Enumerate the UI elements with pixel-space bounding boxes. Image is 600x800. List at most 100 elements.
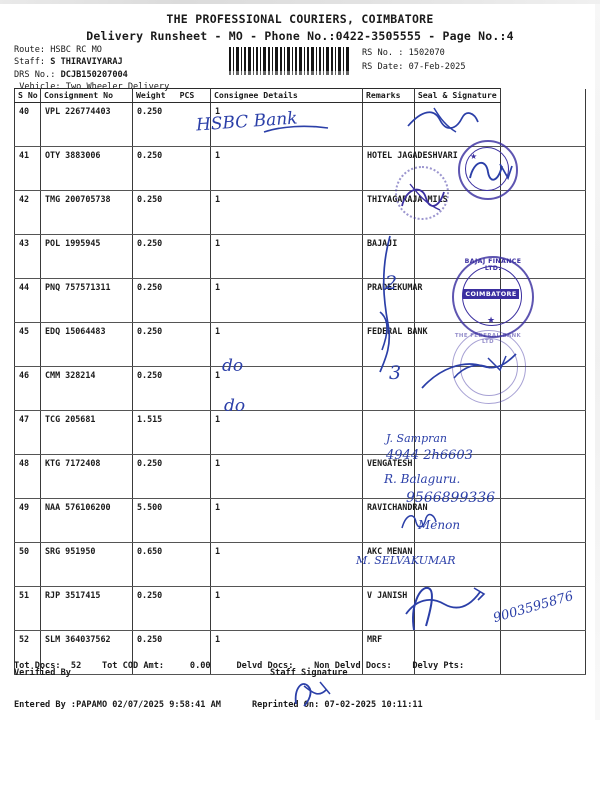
cell-remarks [414, 586, 501, 631]
cell-sno: 49 [14, 498, 41, 543]
cell-sno: 50 [14, 542, 41, 587]
cell-pcs: 1 [210, 102, 363, 147]
vehicle-field: Vehicle: Two Wheeler Delivery [14, 81, 169, 93]
cell-remarks [414, 366, 501, 411]
table-row: 42 TMG 200705738 0.250 1 THIYAGARAJA MILS [14, 190, 586, 235]
col-header-weight: Weight PCS [132, 88, 211, 103]
cell-consignment: NAA 576106200 [40, 498, 133, 543]
table-row: 47 TCG 205681 1.515 1 [14, 410, 586, 455]
table-row: 43 POL 1995945 0.250 1 BAJAJI [14, 234, 586, 279]
cell-pcs: 1 [210, 410, 363, 455]
cell-consignee [362, 102, 415, 147]
cell-seal [499, 630, 586, 675]
drs-field: DRS No.: DCJB150207004 [14, 69, 169, 81]
rs-no-value: 1502070 [408, 48, 445, 58]
header-left-fields: Route: HSBC RC MO Staff: S THIRAVIYARAJ … [14, 44, 169, 94]
cell-pcs: 1 [210, 498, 363, 543]
cell-consignee: HOTEL JAGADESHVARI [362, 146, 458, 191]
table-row: 50 SRG 951950 0.650 1 AKC MENAN [14, 542, 586, 587]
cell-pcs: 1 [210, 234, 363, 279]
col-header-weight-label: Weight [136, 90, 166, 100]
scan-edge-top [0, 0, 600, 4]
cell-pcs: 1 [210, 190, 363, 235]
route-field: Route: HSBC RC MO [14, 44, 169, 56]
staff-field: Staff: S THIRAVIYARAJ [14, 56, 169, 68]
cell-pcs: 1 [210, 454, 363, 499]
cell-consignee: V JANISH [362, 586, 415, 631]
header-info-block: Route: HSBC RC MO Staff: S THIRAVIYARAJ … [0, 44, 600, 96]
cell-pcs: 1 [210, 278, 363, 323]
route-value: HSBC RC MO [50, 45, 102, 55]
drs-label: DRS No.: [14, 69, 56, 80]
table-row: 44 PNQ 757571311 0.250 1 PRADEEKUMAR [14, 278, 586, 323]
runsheet-subtitle: Delivery Runsheet - MO - Phone No.:0422-… [86, 29, 514, 43]
header-right-fields: RS No. : 1502070 RS Date: 07-Feb-2025 [362, 47, 466, 74]
drs-value: DCJB150207004 [60, 69, 128, 80]
cell-seal [499, 278, 586, 323]
cell-consignment: POL 1995945 [40, 234, 133, 279]
cell-sno: 43 [14, 234, 41, 279]
col-header-consignment: Consignment No [40, 88, 133, 103]
cell-consignee: VENGATESH [362, 454, 415, 499]
cell-seal [499, 498, 586, 543]
cell-consignee [362, 366, 415, 411]
cell-consignee: RAVICHANDRAN [362, 498, 428, 543]
consignment-table: S No Consignment No Weight PCS Consignee … [14, 88, 586, 675]
cell-remarks [414, 542, 501, 587]
cell-consignment: PNQ 757571311 [40, 278, 133, 323]
cell-seal [499, 234, 586, 279]
rs-date-field: RS Date: 07-Feb-2025 [362, 61, 466, 75]
col-header-seal: Seal & Signature [414, 88, 501, 103]
cell-sno: 45 [14, 322, 41, 367]
cell-consignment: SLM 364037562 [40, 630, 133, 675]
cell-pcs: 1 [210, 146, 363, 191]
cell-weight: 0.250 [132, 234, 211, 279]
vehicle-value: Two Wheeler Delivery [65, 82, 170, 93]
cell-weight: 0.250 [132, 322, 211, 367]
cell-pcs: 1 [210, 586, 363, 631]
cell-weight: 0.250 [132, 586, 211, 631]
cell-consignment: EDQ 15064483 [40, 322, 133, 367]
cell-sno: 47 [14, 410, 41, 455]
cell-consignee: BAJAJI [362, 234, 415, 279]
cell-consignment: TCG 205681 [40, 410, 133, 455]
table-header-row: S No Consignment No Weight PCS Consignee … [14, 88, 586, 103]
cell-consignee: THIYAGARAJA MILS [362, 190, 448, 235]
cell-sno: 52 [14, 630, 41, 675]
cell-consignee: AKC MENAN [362, 542, 415, 587]
table-row: 45 EDQ 15064483 0.250 1 FEDERAL BANK [14, 322, 586, 367]
cell-seal [499, 542, 586, 587]
cell-consignment: VPL 226774403 [40, 102, 133, 147]
cell-weight: 0.250 [132, 366, 211, 411]
cell-remarks [414, 410, 501, 455]
cell-weight: 1.515 [132, 410, 211, 455]
cell-sno: 44 [14, 278, 41, 323]
table-row: 46 CMM 328214 0.250 1 [14, 366, 586, 411]
rs-date-value: 07-Feb-2025 [408, 61, 466, 72]
cell-pcs: 1 [210, 542, 363, 587]
cell-remarks [414, 234, 501, 279]
cell-seal [499, 322, 586, 367]
cell-weight: 0.250 [132, 146, 211, 191]
cell-weight: 0.250 [132, 190, 211, 235]
table-row: 52 SLM 364037562 0.250 1 MRF [14, 630, 586, 675]
cell-consignment: SRG 951950 [40, 542, 133, 587]
table-body: 40 VPL 226774403 0.250 1 41 OTY 3883006 0.250… [14, 102, 586, 675]
cell-pcs: 1 [210, 630, 363, 675]
rs-no-field: RS No. : 1502070 [362, 47, 466, 61]
cell-sno: 48 [14, 454, 41, 499]
table-row: 51 RJP 3517415 0.250 1 V JANISH [14, 586, 586, 631]
barcode-icon [228, 47, 350, 77]
cell-consignee: MRF [362, 630, 415, 675]
vehicle-label: Vehicle: [19, 82, 61, 93]
cell-consignee [362, 410, 415, 455]
route-label: Route: [14, 45, 46, 55]
cell-sno: 46 [14, 366, 41, 411]
cell-remarks [414, 630, 501, 675]
cell-consignment: RJP 3517415 [40, 586, 133, 631]
staff-label: Staff: [14, 57, 46, 68]
staff-signature-label: Staff Signature [270, 668, 348, 678]
cell-sno: 40 [14, 102, 41, 147]
cell-sno: 42 [14, 190, 41, 235]
cell-seal [499, 366, 586, 411]
